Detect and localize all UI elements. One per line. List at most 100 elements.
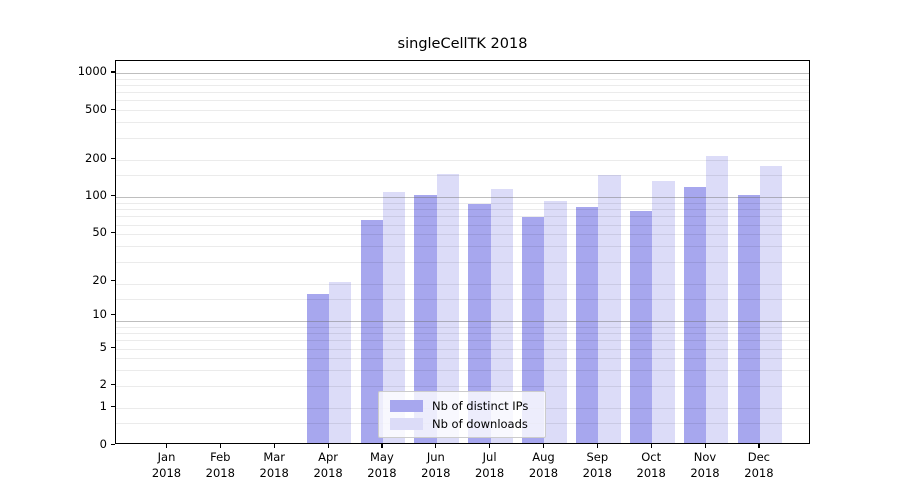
x-tick-mark — [219, 444, 221, 448]
bar-sep-distinct-ips — [575, 207, 599, 443]
bar-may-downloads — [382, 191, 406, 443]
x-tick-label-may: May 2018 — [367, 450, 397, 480]
y-tick-mark — [110, 384, 115, 386]
y-tick-label: 0 — [99, 436, 107, 451]
bar-aug-downloads — [544, 201, 567, 443]
x-tick-label-feb: Feb 2018 — [205, 450, 235, 480]
bar-jun-distinct-ips — [414, 194, 437, 443]
y-tick-label: 1000 — [77, 64, 107, 79]
gridline-minor — [116, 299, 809, 301]
x-tick-label-mar: Mar 2018 — [259, 450, 289, 480]
bar-oct-distinct-ips — [629, 211, 653, 443]
gridline-minor — [116, 326, 809, 328]
bar-nov-downloads — [706, 156, 729, 443]
gridline-minor — [116, 216, 809, 218]
x-tick-label-sep: Sep 2018 — [582, 450, 612, 480]
legend-item-distinct-ips: Nb of distinct IPs — [390, 398, 536, 414]
x-tick-label-aug: Aug 2018 — [528, 450, 559, 480]
bar-jul-distinct-ips — [468, 203, 491, 443]
x-tick-label-jun: Jun 2018 — [421, 450, 451, 480]
x-tick-mark — [381, 444, 383, 448]
y-tick-mark — [110, 406, 115, 408]
legend-swatch-downloads-icon — [390, 418, 423, 430]
gridline-minor — [116, 78, 809, 80]
y-tick-mark — [110, 443, 115, 445]
x-tick-mark — [166, 444, 168, 448]
gridline-minor — [116, 348, 809, 350]
legend-swatch-distinct-ips-icon — [390, 400, 423, 412]
gridline-minor — [116, 283, 809, 285]
y-tick-mark — [110, 194, 115, 197]
y-tick-label: 50 — [92, 224, 107, 239]
x-tick-mark — [327, 444, 329, 448]
x-tick-mark — [758, 444, 760, 448]
gridline-minor — [116, 340, 809, 342]
x-tick-mark — [435, 444, 437, 448]
legend-label-distinct-ips: Nb of distinct IPs — [432, 399, 529, 413]
legend-item-downloads: Nb of downloads — [390, 416, 536, 432]
bar-apr-distinct-ips — [306, 293, 330, 443]
gridline-minor — [116, 159, 809, 161]
legend-label-downloads: Nb of downloads — [432, 417, 528, 431]
gridline-minor — [116, 333, 809, 334]
y-tick-label: 20 — [92, 272, 107, 287]
y-tick-mark — [110, 279, 115, 281]
gridline-minor — [116, 358, 809, 360]
x-tick-mark — [596, 444, 598, 448]
gridline-minor — [116, 224, 809, 226]
y-tick-mark — [110, 71, 115, 73]
gridline-minor — [116, 234, 809, 236]
y-tick-mark — [110, 108, 115, 110]
gridline-minor — [116, 246, 809, 248]
y-tick-label: 500 — [85, 101, 107, 116]
gridline-minor — [116, 92, 809, 94]
x-tick-mark — [489, 444, 491, 448]
gridline-minor — [116, 122, 809, 124]
gridline-minor — [116, 175, 809, 177]
gridline-minor — [116, 110, 809, 112]
bar-nov-distinct-ips — [683, 186, 706, 443]
x-tick-label-oct: Oct 2018 — [636, 450, 666, 480]
y-tick-label: 5 — [99, 340, 107, 354]
x-tick-label-jan: Jan 2018 — [151, 450, 182, 480]
x-tick-mark — [543, 444, 545, 448]
x-tick-label-nov: Nov 2018 — [690, 450, 720, 480]
gridline-major — [116, 72, 809, 74]
y-tick-label: 1 — [99, 399, 107, 414]
y-tick-label: 200 — [85, 150, 107, 165]
gridline-minor — [116, 385, 809, 387]
bar-sep-downloads — [598, 174, 621, 443]
bar-oct-downloads — [652, 181, 675, 443]
gridline-major — [116, 196, 809, 198]
bar-jun-downloads — [436, 173, 460, 443]
plot-area — [115, 60, 810, 444]
x-tick-label-dec: Dec 2018 — [744, 450, 774, 480]
y-tick-mark — [110, 314, 115, 316]
gridline-minor — [116, 209, 809, 210]
chart-title: singleCellTK 2018 — [397, 36, 528, 52]
bar-jul-downloads — [490, 188, 513, 443]
x-tick-label-apr: Apr 2018 — [313, 450, 343, 480]
y-tick-label: 100 — [85, 187, 107, 202]
gridline-major — [116, 321, 809, 322]
x-tick-label-jul: Jul 2018 — [474, 450, 505, 480]
y-tick-mark — [110, 347, 115, 349]
gridline-minor — [116, 100, 809, 102]
y-tick-mark — [110, 231, 115, 233]
gridline-minor — [116, 84, 809, 86]
gridline-minor — [116, 370, 809, 372]
bar-dec-distinct-ips — [737, 194, 760, 443]
x-tick-mark — [273, 444, 275, 448]
x-tick-mark — [650, 444, 652, 448]
x-tick-mark — [704, 444, 706, 448]
gridline-minor — [116, 137, 809, 139]
bar-aug-distinct-ips — [522, 216, 545, 443]
y-tick-mark — [110, 157, 115, 159]
gridline-minor — [116, 202, 809, 204]
bar-dec-downloads — [759, 165, 783, 443]
legend: Nb of distinct IPs Nb of downloads — [378, 391, 546, 438]
y-tick-label: 10 — [92, 307, 107, 322]
bar-may-distinct-ips — [360, 219, 383, 443]
bar-apr-downloads — [329, 281, 352, 443]
